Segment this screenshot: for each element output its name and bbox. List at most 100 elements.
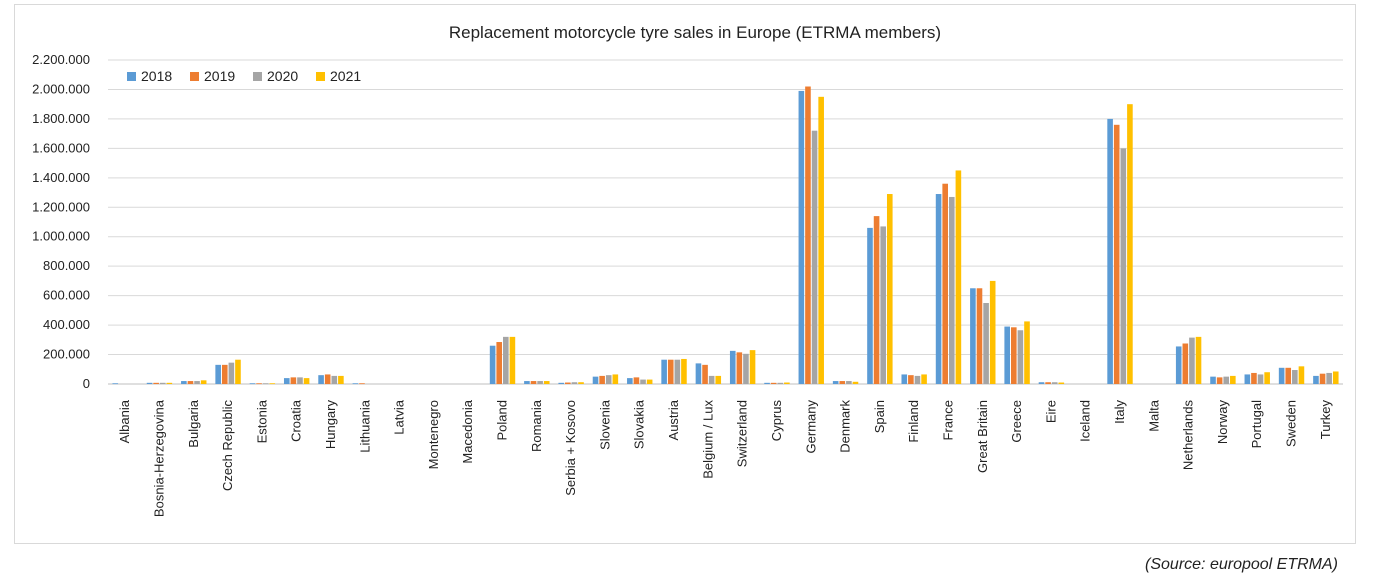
bar-2019 — [153, 382, 159, 384]
bar-2021 — [1127, 104, 1133, 385]
bar-2020 — [194, 381, 200, 384]
bar-2021 — [1024, 321, 1030, 384]
bar-2021 — [921, 374, 927, 384]
bar-2021 — [1058, 382, 1065, 384]
y-tick-label: 2.000.000 — [32, 81, 90, 96]
bar-2018 — [901, 374, 908, 384]
bar-2018 — [146, 382, 153, 384]
bar-2018 — [1210, 376, 1216, 384]
bar-2021 — [1332, 371, 1339, 384]
bar-2021 — [1195, 336, 1202, 384]
bar-2020 — [605, 375, 612, 384]
bar-2018 — [1038, 382, 1045, 384]
legend-swatch-2018 — [127, 72, 136, 81]
bar-2018 — [352, 383, 359, 385]
bar-2019 — [908, 375, 914, 384]
y-axis: 0 200.000 400.000 600.000 800.000 1.000.000 1.… — [32, 52, 90, 391]
bar-2018 — [249, 383, 256, 385]
bar-2021 — [1264, 372, 1270, 384]
x-tick-label: Bosnia-Herzegovina — [151, 399, 166, 517]
bar-2020 — [228, 362, 235, 384]
bar-2020 — [1017, 330, 1024, 384]
bar-2020 — [1189, 337, 1195, 384]
bar-2018 — [627, 378, 633, 384]
bar-2019 — [1285, 367, 1292, 384]
bar-2019 — [530, 381, 537, 384]
x-tick-label: Spain — [872, 400, 887, 433]
bar-2021 — [543, 381, 550, 384]
bar-2021 — [852, 381, 859, 384]
legend-label-2020: 2020 — [267, 68, 298, 84]
bar-2020 — [331, 375, 338, 384]
bar-2019 — [1045, 382, 1051, 384]
bar-2018 — [558, 382, 565, 384]
y-tick-label: 1.600.000 — [32, 140, 90, 155]
bar-2021 — [200, 380, 207, 384]
bar-2019 — [324, 374, 331, 384]
x-tick-label: Malta — [1146, 399, 1161, 432]
legend-label-2018: 2018 — [141, 68, 172, 84]
bar-2019 — [1113, 124, 1120, 385]
bar-2021 — [578, 382, 584, 384]
bar-2019 — [702, 364, 708, 384]
bar-2021 — [338, 375, 344, 384]
bar-2018 — [592, 376, 599, 384]
x-tick-label: Estonia — [254, 399, 269, 443]
bar-2019 — [565, 382, 571, 384]
x-tick-label: Lithuania — [357, 399, 372, 453]
bar-2020 — [914, 375, 921, 384]
x-tick-label: Macedonia — [460, 399, 475, 463]
bar-2021 — [784, 382, 790, 384]
bar-2020 — [640, 379, 646, 384]
bar-2020 — [1326, 372, 1332, 384]
x-tick-label: Italy — [1112, 400, 1127, 424]
x-tick-label: Hungary — [323, 400, 338, 450]
bar-2019 — [736, 352, 743, 384]
legend: 2018 2019 2020 2021 — [127, 68, 361, 84]
bar-2018 — [832, 381, 839, 384]
y-tick-label: 1.800.000 — [32, 111, 90, 126]
bar-2019 — [667, 359, 674, 384]
bar-2020 — [777, 382, 784, 384]
y-tick-label: 200.000 — [43, 347, 90, 362]
x-axis: Albania Bosnia-Herzegovina Bulgaria Czech R… — [117, 399, 1333, 517]
bar-2020 — [262, 383, 269, 385]
x-tick-label: Cyprus — [769, 400, 784, 442]
bar-2019 — [1182, 343, 1189, 384]
bar-2020 — [880, 226, 886, 384]
x-tick-label: Turkey — [1318, 400, 1333, 440]
bar-2021 — [1230, 375, 1236, 384]
bar-2021 — [166, 382, 173, 384]
bar-2018 — [867, 227, 873, 384]
x-tick-label: Germany — [803, 400, 818, 454]
y-tick-label: 600.000 — [43, 288, 90, 303]
x-tick-label: Portugal — [1249, 400, 1264, 449]
bar-2018 — [695, 363, 702, 384]
x-tick-label: Serbia + Kosovo — [563, 400, 578, 496]
y-tick-label: 1.400.000 — [32, 170, 90, 185]
bar-2020 — [708, 375, 715, 384]
bar-2019 — [942, 183, 948, 384]
bar-2018 — [1313, 375, 1319, 384]
bar-2020 — [1051, 382, 1058, 384]
x-tick-label: Norway — [1215, 400, 1230, 445]
bar-2019 — [1011, 327, 1017, 384]
bar-2020 — [743, 353, 749, 384]
bar-2021 — [303, 378, 310, 384]
bar-2021 — [509, 336, 516, 384]
bar-2018 — [181, 381, 187, 384]
bar-2020 — [948, 196, 955, 384]
bar-2020 — [1292, 370, 1298, 384]
x-tick-label: Belgium / Lux — [700, 400, 715, 479]
legend-swatch-2020 — [253, 72, 262, 81]
x-tick-label: Bulgaria — [186, 399, 201, 447]
x-tick-label: Latvia — [392, 399, 407, 434]
x-tick-label: Albania — [117, 399, 132, 443]
legend-swatch-2019 — [190, 72, 199, 81]
bar-2020 — [1223, 376, 1230, 384]
bar-2019 — [976, 288, 983, 384]
bar-2018 — [661, 359, 667, 384]
x-tick-label: Montenegro — [426, 400, 441, 469]
bar-2021 — [715, 375, 722, 384]
source-note: (Source: europool ETRMA) — [1145, 556, 1338, 573]
